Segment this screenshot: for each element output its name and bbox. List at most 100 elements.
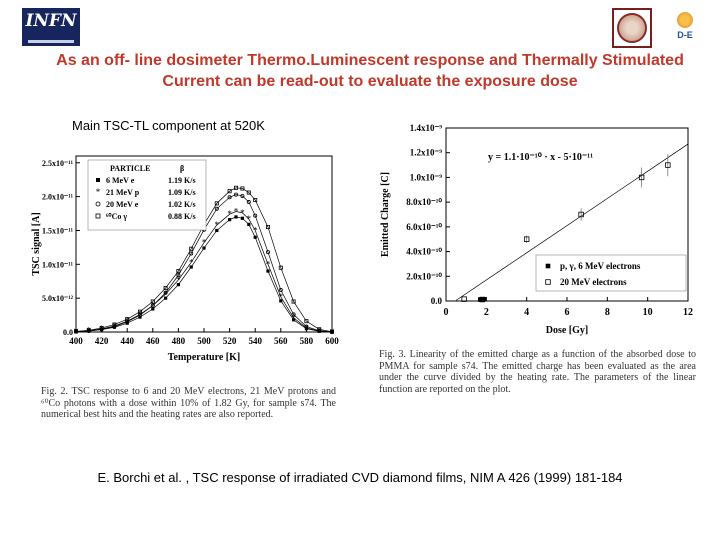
data-point: [233, 185, 238, 190]
series-line: [75, 194, 333, 333]
data-point: *: [176, 275, 181, 285]
data-point: [99, 325, 104, 330]
legend-box: [87, 159, 207, 231]
legend-header-particle: PARTICLE: [110, 164, 150, 173]
die-logo: D-E: [665, 12, 705, 50]
data-point: [523, 236, 530, 242]
x-tick-label: 10: [643, 307, 653, 318]
data-point: [304, 319, 309, 324]
y-tick-label: 1.0x10⁻¹¹: [42, 260, 74, 269]
y-tick-label: 1.2x10⁻⁹: [410, 148, 443, 158]
x-tick-label: 500: [197, 336, 211, 346]
data-point: [163, 285, 168, 290]
x-tick-label: 0: [444, 307, 449, 318]
series-line: [75, 211, 333, 333]
x-tick-label: 600: [325, 336, 339, 346]
x-axis-label: Temperature [K]: [168, 352, 241, 363]
data-point: [291, 299, 296, 304]
data-point: [479, 296, 485, 303]
x-tick-label: 580: [300, 336, 314, 346]
data-point: [86, 328, 91, 333]
legend-entry-rate: 1.09 K/s: [168, 188, 196, 197]
infn-logo-text: INFN: [25, 11, 77, 31]
y-tick-label: 2.0x10⁻¹⁰: [406, 271, 442, 281]
data-point: [279, 299, 283, 303]
data-point: [176, 283, 180, 287]
data-point: *: [330, 327, 335, 337]
data-point: [292, 318, 296, 322]
slide-title-line2: Current can be read-out to evaluate the …: [162, 73, 578, 90]
data-point: [228, 218, 232, 222]
legend-marker: [545, 263, 551, 269]
figure-3-caption: Fig. 3. Linearity of the emitted charge …: [379, 349, 696, 395]
data-point: [665, 162, 671, 168]
data-point: [215, 228, 219, 233]
data-point: [329, 329, 334, 334]
data-point: *: [138, 309, 143, 319]
fit-equation: y = 1.1·10⁻¹⁰ · x - 5·10⁻¹¹: [488, 152, 593, 163]
die-logo-text: D-E: [677, 30, 693, 40]
data-point: *: [279, 292, 284, 302]
data-point: [265, 225, 270, 230]
y-tick-label: 0.0: [431, 296, 443, 306]
slide-title-line1: As an off- line dosimeter Thermo.Lumines…: [56, 52, 684, 69]
y-tick-label: 1.5x10⁻¹¹: [42, 226, 74, 235]
x-tick-label: 4: [524, 307, 529, 318]
data-point: [176, 269, 181, 274]
data-point: [291, 312, 296, 317]
data-point: [234, 215, 238, 219]
data-point: [189, 246, 194, 251]
data-point: *: [202, 238, 207, 248]
data-point: [317, 327, 322, 332]
figure-2-caption: Fig. 2. TSC response to 6 and 20 MeV ele…: [41, 386, 336, 420]
x-tick-label: 8: [605, 307, 610, 318]
y-tick-label: 6.0x10⁻¹⁰: [406, 222, 442, 232]
slide-title: As an off- line dosimeter Thermo.Lumines…: [20, 50, 720, 92]
legend-entry-label: 20 MeV electrons: [560, 277, 627, 287]
data-point: [265, 250, 270, 255]
data-point: [189, 251, 194, 256]
data-point: [227, 189, 232, 194]
data-point: *: [247, 214, 252, 224]
x-tick-label: 480: [172, 336, 186, 346]
data-point: [112, 322, 117, 327]
legend-entry-rate: 0.88 K/s: [168, 212, 196, 221]
y-axis-label: Emitted Charge [C]: [380, 172, 391, 257]
data-point: [253, 235, 257, 239]
citation: E. Borchi et al. , TSC response of irrad…: [97, 470, 623, 485]
tsc-response-chart: 400 420 440 460 480 500 520 540 560 580 600 0.0 5.0x…: [31, 155, 339, 363]
data-point: [240, 216, 244, 220]
data-point: [266, 269, 270, 273]
y-tick-label: 2.5x10⁻¹¹: [42, 159, 74, 168]
data-point: [227, 195, 232, 200]
y-tick-label: 2.0x10⁻¹¹: [42, 193, 74, 202]
fit-line: [455, 143, 689, 301]
data-point: [578, 211, 584, 218]
university-seal-logo: [612, 8, 652, 48]
series-4: [74, 185, 334, 334]
data-point: [246, 200, 251, 205]
data-point: *: [253, 225, 258, 235]
data-point: *: [291, 313, 296, 323]
y-axis-label: TSC signal [A]: [31, 212, 42, 275]
infn-logo-underline: [28, 40, 74, 43]
data-point: [138, 315, 142, 319]
data-point: [151, 307, 155, 311]
data-point: [278, 288, 283, 293]
y-tick-label: 1.0x10⁻⁹: [410, 172, 443, 182]
x-tick-label: 540: [248, 336, 262, 346]
data-point: [461, 296, 467, 302]
x-tick-label: 400: [69, 336, 83, 346]
data-point: [125, 317, 130, 322]
legend-entry-label: 21 MeV p: [106, 188, 140, 197]
data-point: [138, 309, 143, 314]
x-tick-label: 2: [484, 307, 489, 318]
y-tick-label: 5.0x10⁻¹²: [42, 294, 74, 303]
left-figure-label: Main TSC-TL component at 520K: [72, 118, 265, 133]
data-point: [74, 329, 79, 334]
data-point: [150, 299, 155, 304]
data-point: *: [189, 257, 194, 267]
legend-header-rate: β: [180, 164, 184, 173]
legend-marker: *: [96, 187, 101, 197]
data-point: *: [234, 207, 239, 217]
